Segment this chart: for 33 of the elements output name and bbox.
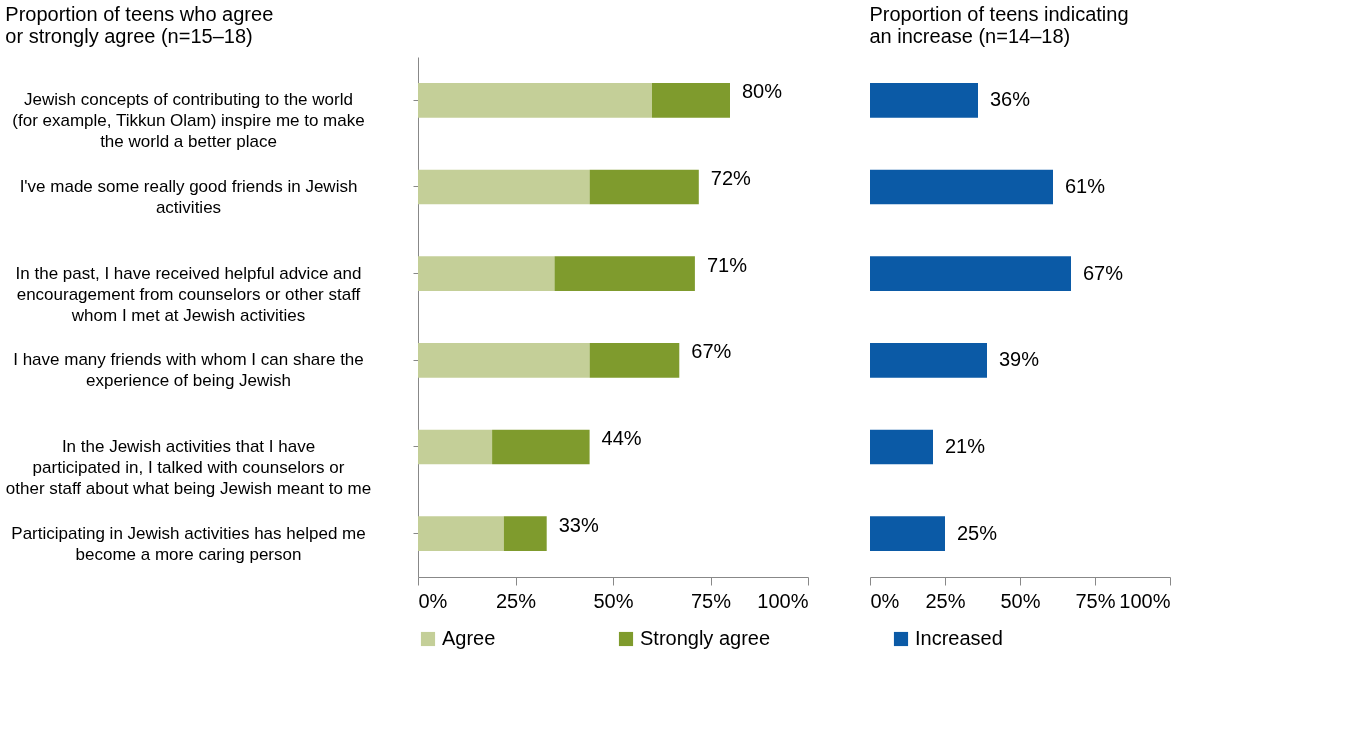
y-tick-label: I have many friends with whom I can share the experience of being Jewish bbox=[13, 350, 364, 391]
total-label: 71% bbox=[706, 253, 748, 276]
x-tick-label: 75% bbox=[690, 589, 732, 612]
legend-label: Strongly agree bbox=[640, 627, 771, 649]
text: Proportion of teens who agree or strongly agree (n=15–18) bbox=[5, 3, 274, 47]
y-tick-label: In the Jewish activities that I have participated in, I talked with counselors or other staff about what being Jewish meant to me bbox=[5, 437, 372, 498]
x-tick-label: 0% bbox=[870, 589, 900, 612]
chart-title: Proportion of teens indicating an increase (n=14–18) bbox=[869, 3, 1129, 47]
text: 67% bbox=[1083, 261, 1124, 284]
x-tick-label: 50% bbox=[1000, 589, 1041, 612]
text: 36% bbox=[990, 88, 1031, 111]
total-label: 67% bbox=[691, 340, 732, 363]
legend-label: Increased bbox=[915, 627, 1003, 649]
text: 21% bbox=[945, 435, 986, 457]
text: 39% bbox=[999, 348, 1040, 371]
y-tick-label: I've made some really good friends in Jewish activities bbox=[19, 177, 358, 217]
x-tick-label: 50% bbox=[593, 589, 634, 612]
total-label: 44% bbox=[601, 427, 642, 449]
x-tick-label: 25% bbox=[925, 589, 966, 612]
legend-label: Agree bbox=[442, 627, 496, 649]
text: 61% bbox=[1065, 175, 1106, 197]
y-tick-label: In the past, I have received helpful advice and encouragement from counselors or other staff whom I met at Jewish activities bbox=[15, 263, 362, 325]
total-label: 80% bbox=[742, 80, 783, 103]
x-tick-label: 100% bbox=[757, 589, 809, 612]
total-label: 72% bbox=[710, 167, 752, 189]
x-tick-label: 75% bbox=[1075, 589, 1116, 612]
text: 25% bbox=[957, 521, 998, 544]
x-tick-label: 0% bbox=[418, 589, 448, 612]
total-label: 33% bbox=[558, 513, 599, 536]
y-tick-label: Participating in Jewish activities has helped me become a more caring person bbox=[11, 523, 366, 564]
y-tick-label: Jewish concepts of contributing to the world (for example, Tikkun Olam) inspire me to make the world a better place bbox=[12, 90, 365, 152]
x-tick-label: 100% bbox=[1119, 589, 1171, 612]
x-tick-label: 25% bbox=[495, 589, 537, 612]
